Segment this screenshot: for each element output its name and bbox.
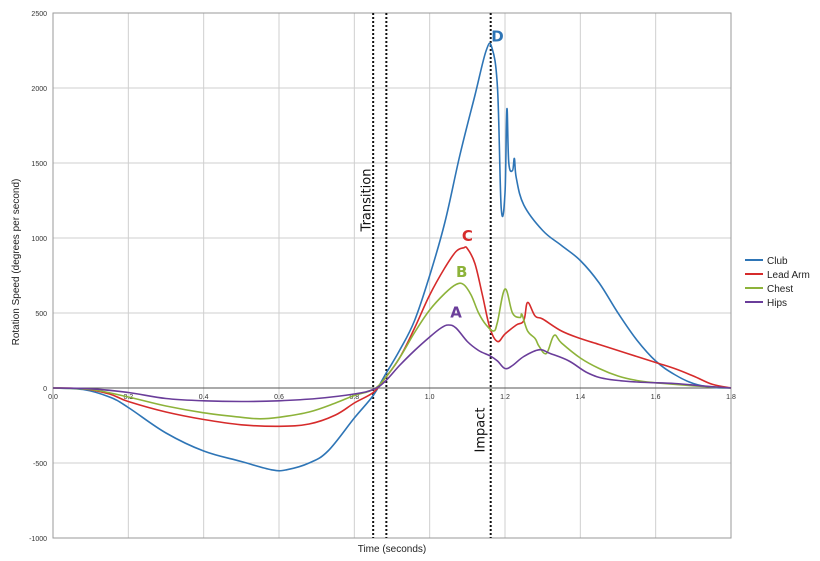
y-tick-label: 1500	[31, 161, 47, 168]
x-tick-label: 1.4	[575, 394, 585, 401]
x-tick-label: 1.0	[425, 394, 435, 401]
x-tick-label: 0.8	[349, 394, 359, 401]
y-axis-title: Rotation Speed (degrees per second)	[11, 179, 22, 346]
series-line-club	[52, 42, 732, 472]
peak-label-d: D	[491, 28, 503, 46]
x-axis-title: Time (seconds)	[358, 544, 427, 555]
legend-label: Hips	[767, 298, 787, 309]
legend-label: Club	[767, 256, 788, 267]
y-tick-label: 1000	[31, 236, 47, 243]
series-line-chest	[52, 282, 732, 420]
x-tick-label: 0.4	[199, 394, 209, 401]
y-tick-label: 0	[43, 386, 47, 393]
legend: Club Lead Arm Chest Hips	[745, 256, 810, 309]
y-tick-label: -500	[33, 461, 47, 468]
peak-label-b: B	[456, 263, 467, 281]
series-line-lead-arm	[52, 246, 732, 428]
series-lines	[52, 42, 732, 472]
series-line-hips	[52, 324, 732, 403]
grid-lines	[52, 12, 732, 539]
peak-labels: A BC D	[450, 28, 503, 322]
x-axis-ticks: 0.0 0.2 0.4 0.6 0.8 1.0 1.2 1.4 1.6 1.8	[48, 394, 736, 401]
x-tick-label: 0.0	[48, 394, 58, 401]
peak-label-a: A	[450, 304, 462, 322]
impact-label: Impact	[474, 408, 489, 453]
plot-frame	[52, 12, 732, 539]
legend-label: Lead Arm	[767, 270, 810, 281]
x-tick-label: 1.6	[651, 394, 661, 401]
peak-label-c: C	[462, 227, 473, 245]
legend-label: Chest	[767, 284, 793, 295]
y-tick-label: 2000	[31, 86, 47, 93]
y-tick-label: 500	[35, 311, 47, 318]
y-axis-ticks: 2500 2000 1500 1000 500 0 -500 -1000	[29, 11, 47, 543]
x-tick-label: 1.2	[500, 394, 510, 401]
event-markers: Transition Impact	[359, 13, 492, 538]
transition-label: Transition	[359, 169, 374, 233]
x-tick-label: 1.8	[726, 394, 736, 401]
x-tick-label: 0.6	[274, 394, 284, 401]
y-tick-label: 2500	[31, 11, 47, 18]
y-tick-label: -1000	[29, 536, 47, 543]
